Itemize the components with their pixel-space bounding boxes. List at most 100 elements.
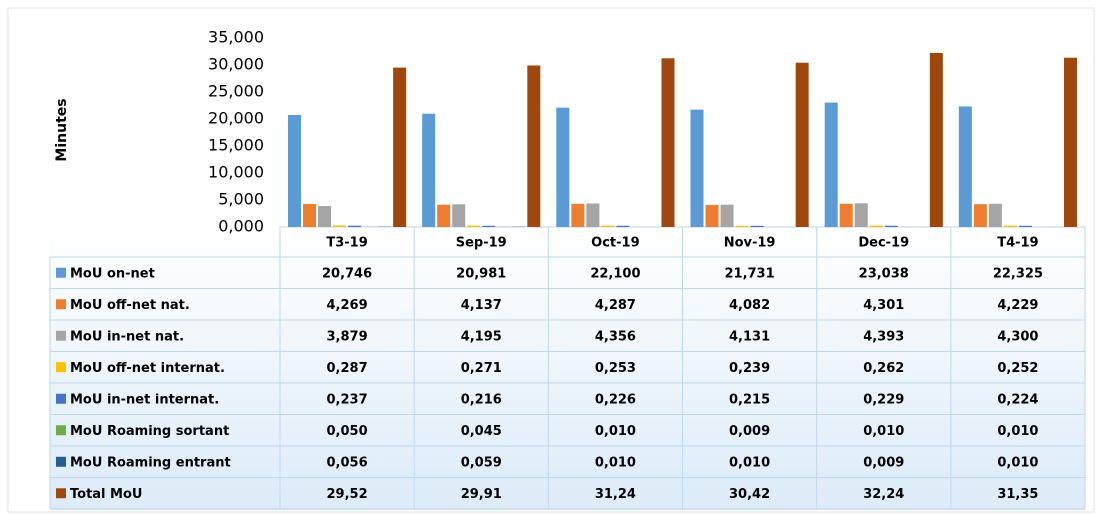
- bar: [854, 203, 868, 227]
- bar: [750, 225, 764, 227]
- value-label: 22,100: [590, 266, 640, 281]
- value-label: 0,215: [729, 392, 770, 407]
- value-label: 4,300: [997, 329, 1038, 344]
- bar: [482, 225, 496, 227]
- bar: [988, 203, 1002, 227]
- value-label: 0,010: [595, 455, 636, 470]
- bar: [720, 204, 734, 227]
- value-label: 0,224: [997, 392, 1038, 407]
- legend-swatch: [56, 362, 66, 373]
- legend-swatch: [56, 456, 66, 467]
- legend-label: MoU off-net nat.: [70, 298, 190, 313]
- value-label: 0,010: [729, 455, 770, 470]
- bar: [348, 225, 362, 227]
- legend-swatch: [56, 425, 66, 436]
- bar: [824, 102, 838, 227]
- value-label: 0,059: [461, 455, 502, 470]
- bar: [1018, 225, 1032, 227]
- value-label: 0,010: [595, 424, 636, 439]
- y-tick-label: 0,000: [218, 217, 264, 236]
- legend-swatch: [56, 267, 66, 278]
- value-label: 0,271: [461, 361, 502, 376]
- x-tick-label: T3-19: [326, 236, 367, 251]
- value-label: 4,137: [461, 298, 502, 313]
- value-label: 0,010: [863, 424, 904, 439]
- value-label: 31,35: [997, 487, 1038, 502]
- value-label: 0,216: [461, 392, 502, 407]
- x-tick-label: Oct-19: [591, 236, 639, 251]
- legend-label: Total MoU: [70, 487, 142, 502]
- table-background: [50, 228, 1085, 510]
- x-tick-label: T4-19: [997, 236, 1038, 251]
- x-tick-label: Sep-19: [456, 236, 507, 251]
- bar: [467, 225, 481, 227]
- y-tick-label: 25,000: [208, 82, 264, 101]
- value-label: 4,195: [461, 329, 502, 344]
- bar: [601, 225, 615, 227]
- bar: [1063, 57, 1077, 228]
- bar: [929, 52, 943, 228]
- value-label: 30,42: [729, 487, 770, 502]
- bar: [318, 206, 332, 227]
- value-label: 0,229: [863, 392, 904, 407]
- y-tick-label: 15,000: [208, 136, 264, 155]
- y-axis-title: Minutes: [54, 98, 70, 161]
- bar: [452, 204, 466, 227]
- bar: [795, 62, 809, 228]
- legend-label: MoU in-net nat.: [70, 329, 184, 344]
- value-label: 4,269: [327, 298, 368, 313]
- legend-swatch: [56, 330, 66, 341]
- bar: [437, 204, 451, 227]
- bar: [705, 204, 719, 227]
- value-label: 29,52: [327, 487, 368, 502]
- value-label: 0,237: [327, 392, 368, 407]
- value-label: 21,731: [724, 266, 774, 281]
- value-label: 23,038: [859, 266, 909, 281]
- bar: [616, 225, 630, 227]
- bar: [869, 225, 883, 227]
- value-label: 0,010: [997, 424, 1038, 439]
- value-label: 0,050: [327, 424, 368, 439]
- bar: [527, 65, 541, 228]
- value-label: 31,24: [595, 487, 636, 502]
- value-label: 0,262: [863, 361, 904, 376]
- y-tick-label: 30,000: [208, 55, 264, 74]
- legend-label: MoU Roaming sortant: [70, 424, 229, 439]
- bar: [422, 113, 436, 227]
- value-label: 20,746: [322, 266, 372, 281]
- value-label: 4,356: [595, 329, 636, 344]
- legend-swatch: [56, 488, 66, 499]
- value-label: 4,393: [863, 329, 904, 344]
- value-label: 4,131: [729, 329, 770, 344]
- legend-swatch: [56, 299, 66, 310]
- bar: [661, 58, 675, 227]
- x-tick-label: Nov-19: [724, 236, 776, 251]
- value-label: 32,24: [863, 487, 904, 502]
- value-label: 29,91: [461, 487, 502, 502]
- value-label: 4,287: [595, 298, 636, 313]
- value-label: 4,082: [729, 298, 770, 313]
- value-label: 0,226: [595, 392, 636, 407]
- value-label: 0,009: [863, 455, 904, 470]
- bar: [556, 107, 570, 227]
- value-label: 0,010: [997, 455, 1038, 470]
- value-label: 4,229: [997, 298, 1038, 313]
- value-label: 0,253: [595, 361, 636, 376]
- value-label: 0,045: [461, 424, 502, 439]
- bar: [303, 203, 317, 227]
- value-label: 0,252: [997, 361, 1038, 376]
- value-label: 0,287: [327, 361, 368, 376]
- bar: [839, 203, 853, 227]
- value-label: 0,009: [729, 424, 770, 439]
- bar: [973, 204, 987, 227]
- x-tick-label: Dec-19: [858, 236, 909, 251]
- value-label: 22,325: [993, 266, 1043, 281]
- y-tick-label: 10,000: [208, 163, 264, 182]
- legend-label: MoU off-net internat.: [70, 361, 225, 376]
- value-label: 0,056: [327, 455, 368, 470]
- legend-label: MoU on-net: [70, 266, 155, 281]
- bar: [288, 114, 302, 227]
- value-label: 0,239: [729, 361, 770, 376]
- bar: [735, 225, 749, 227]
